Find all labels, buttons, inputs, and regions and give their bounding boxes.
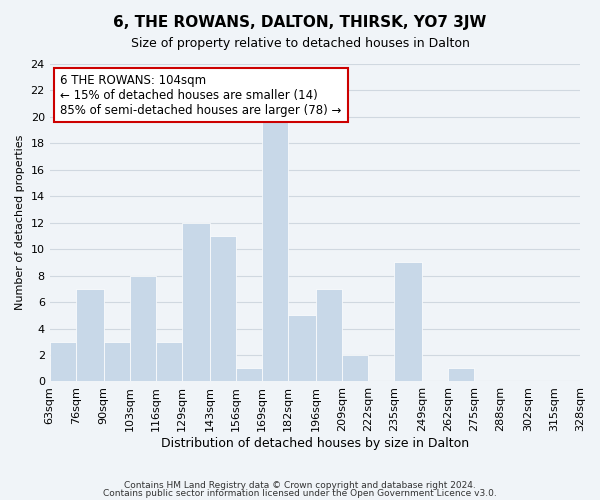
Bar — [262, 117, 288, 382]
Bar — [182, 222, 210, 382]
Y-axis label: Number of detached properties: Number of detached properties — [15, 135, 25, 310]
Bar — [316, 289, 342, 382]
Bar — [394, 262, 422, 382]
Bar — [448, 368, 474, 382]
Bar — [50, 342, 76, 382]
Text: Size of property relative to detached houses in Dalton: Size of property relative to detached ho… — [131, 38, 469, 51]
Bar — [104, 342, 130, 382]
Text: 6 THE ROWANS: 104sqm
← 15% of detached houses are smaller (14)
85% of semi-detac: 6 THE ROWANS: 104sqm ← 15% of detached h… — [60, 74, 341, 116]
Text: Contains HM Land Registry data © Crown copyright and database right 2024.: Contains HM Land Registry data © Crown c… — [124, 481, 476, 490]
Text: Contains public sector information licensed under the Open Government Licence v3: Contains public sector information licen… — [103, 488, 497, 498]
Bar — [288, 316, 316, 382]
Bar — [210, 236, 236, 382]
Bar — [76, 289, 104, 382]
Bar — [130, 276, 156, 382]
Bar — [342, 355, 368, 382]
Bar — [236, 368, 262, 382]
X-axis label: Distribution of detached houses by size in Dalton: Distribution of detached houses by size … — [161, 437, 469, 450]
Text: 6, THE ROWANS, DALTON, THIRSK, YO7 3JW: 6, THE ROWANS, DALTON, THIRSK, YO7 3JW — [113, 15, 487, 30]
Bar — [156, 342, 182, 382]
